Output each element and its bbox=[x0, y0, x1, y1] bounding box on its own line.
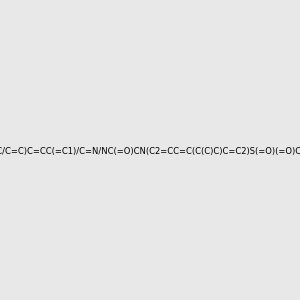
Text: CCOC1=C(OC/C=C)C=CC(=C1)/C=N/NC(=O)CN(C2=CC=C(C(C)C)C=C2)S(=O)(=O)C3=CC=CC=C3: CCOC1=C(OC/C=C)C=CC(=C1)/C=N/NC(=O)CN(C2… bbox=[0, 147, 300, 156]
